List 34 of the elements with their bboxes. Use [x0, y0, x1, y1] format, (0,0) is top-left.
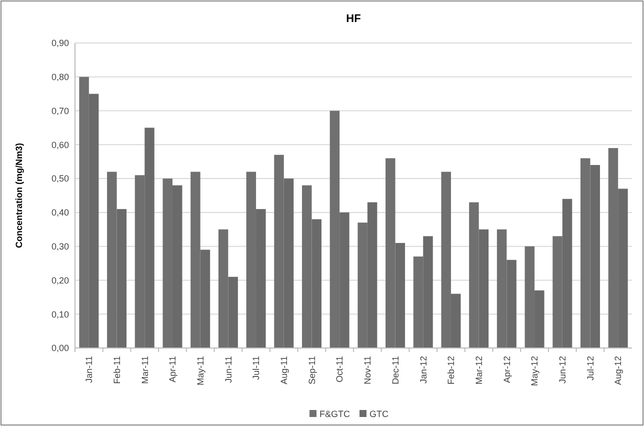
- y-tick-label: 0,10: [51, 309, 69, 320]
- y-tick-label: 0,30: [51, 241, 69, 252]
- x-tick-label: Jul-12: [585, 356, 596, 381]
- legend-label: GTC: [370, 409, 389, 420]
- chart-title: HF: [346, 13, 362, 25]
- x-tick-label: Sep-11: [306, 356, 317, 384]
- y-axis-title: Concentration (mg/Nm3): [14, 142, 24, 248]
- x-tick-label: Nov-11: [362, 356, 373, 384]
- x-tick-label: Jan-12: [418, 356, 428, 384]
- y-tick-label: 0,90: [51, 38, 69, 48]
- legend-label: F&GTC: [320, 409, 350, 420]
- x-tick-label: Feb-11: [112, 356, 122, 384]
- x-tick-label: Feb-12: [446, 356, 456, 385]
- x-tick-label: Apr-11: [168, 356, 178, 382]
- x-tick-label: Aug-12: [613, 356, 624, 386]
- x-tick-label: Mar-11: [140, 356, 150, 384]
- y-tick-label: 0,80: [51, 72, 69, 82]
- x-tick-label: Oct-11: [334, 356, 345, 382]
- y-tick-label: 0,70: [51, 106, 69, 116]
- x-tick-label: Mar-12: [474, 356, 484, 385]
- y-tick-label: 0,40: [51, 208, 69, 218]
- x-tick-label: May-11: [195, 356, 206, 386]
- y-tick-label: 0,20: [51, 275, 69, 286]
- x-tick-label: Apr-12: [502, 356, 512, 384]
- x-tick-label: Dec-11: [390, 356, 400, 384]
- x-tick-label: Jun-11: [223, 356, 234, 383]
- x-tick-label: May-12: [530, 356, 540, 386]
- y-tick-label: 0,50: [51, 174, 69, 184]
- x-tick-label: Jan-11: [84, 356, 94, 383]
- x-tick-label: Jul-11: [251, 356, 262, 380]
- y-tick-label: 0,00: [51, 343, 69, 354]
- y-tick-label: 0,60: [51, 140, 69, 150]
- x-tick-label: Aug-11: [279, 356, 290, 384]
- x-tick-label: Jun-12: [558, 356, 568, 384]
